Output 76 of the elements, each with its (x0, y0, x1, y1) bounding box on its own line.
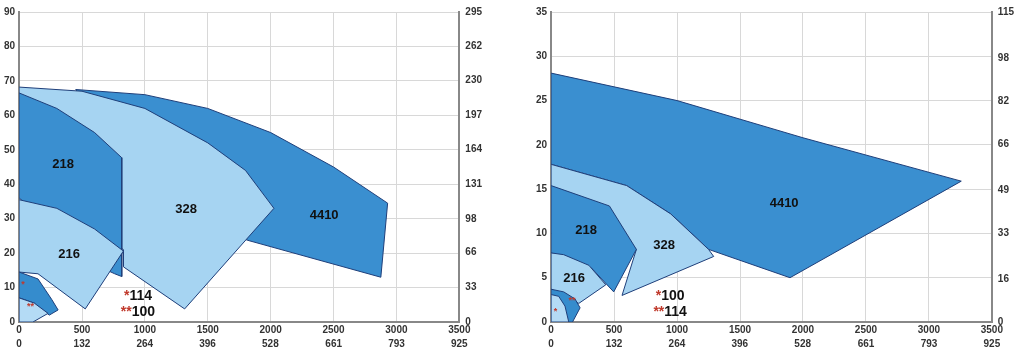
y-tick-label: 20 (536, 138, 548, 150)
series-label: 218 (52, 155, 74, 171)
y-tick-label: 25 (536, 94, 548, 106)
annotation: *114 (123, 286, 153, 303)
x-tick-label: 2500 (854, 323, 878, 335)
series-label: 4410 (769, 194, 799, 210)
series-label: 218 (575, 221, 597, 237)
y-tick-label: 90 (4, 5, 16, 17)
y-tick-label: 40 (4, 177, 16, 189)
x2-tick-label: 132 (605, 337, 623, 349)
y2-tick-label: 16 (997, 272, 1010, 284)
x2-tick-label: 264 (668, 337, 686, 349)
y-tick-label: 0 (9, 315, 16, 327)
x2-tick-label: 396 (731, 337, 749, 349)
x-tick-label: 1000 (665, 323, 689, 335)
annotation: * (21, 278, 26, 289)
x2-tick-label: 925 (983, 337, 1001, 349)
x2-tick-label: 661 (857, 337, 875, 349)
y2-tick-label: 98 (997, 51, 1010, 63)
y-tick-label: 30 (536, 50, 548, 62)
series-label: 216 (58, 245, 80, 261)
y-tick-label: 20 (4, 246, 16, 258)
y2-tick-label: 82 (997, 94, 1010, 106)
x2-tick-label: 793 (388, 337, 406, 349)
x2-tick-label: 264 (136, 337, 154, 349)
annotation: *100 (655, 286, 685, 303)
x2-tick-label: 793 (920, 337, 938, 349)
y-tick-label: 30 (4, 212, 16, 224)
x2-tick-label: 396 (199, 337, 217, 349)
x2-tick-label: 661 (325, 337, 343, 349)
x-tick-label: 3000 (385, 323, 408, 335)
y2-tick-label: 33 (465, 281, 477, 293)
x-tick-label: 500 (73, 323, 91, 335)
annotation: **100 (120, 302, 156, 319)
y2-tick-label: 164 (465, 143, 483, 155)
x-tick-label: 500 (605, 323, 623, 335)
y2-tick-label: 66 (997, 137, 1010, 149)
series-label: 216 (563, 269, 585, 285)
annotation: ** (568, 295, 576, 306)
y-tick-label: 50 (4, 143, 16, 155)
y2-tick-label: 115 (997, 5, 1015, 17)
y2-tick-label: 33 (997, 226, 1010, 238)
y2-tick-label: 98 (465, 212, 477, 224)
y-tick-label: 10 (536, 227, 548, 239)
y-tick-label: 0 (541, 315, 548, 327)
annotation: **114 (653, 302, 688, 319)
y2-tick-label: 131 (465, 178, 483, 190)
series-label: 328 (175, 200, 197, 216)
y2-tick-label: 295 (465, 5, 483, 17)
x-tick-label: 2500 (322, 323, 346, 335)
x-tick-label: 2000 (791, 323, 815, 335)
x-tick-label: 1500 (196, 323, 220, 335)
x2-tick-label: 925 (450, 337, 469, 349)
x-tick-label: 3000 (917, 323, 941, 335)
y-tick-label: 5 (541, 271, 548, 283)
x2-tick-label: 528 (794, 337, 812, 349)
y2-tick-label: 49 (997, 183, 1010, 195)
y2-tick-label: 66 (465, 246, 477, 258)
y-tick-label: 80 (4, 40, 16, 52)
annotation: ** (26, 300, 35, 311)
y-tick-label: 35 (536, 5, 548, 17)
annotation: * (553, 305, 558, 316)
series-label: 4410 (309, 206, 339, 222)
y2-tick-label: 230 (465, 74, 483, 86)
series-label: 328 (653, 236, 675, 252)
x-tick-label: 1000 (133, 323, 157, 335)
y-tick-label: 15 (536, 182, 548, 194)
y-tick-label: 10 (4, 281, 16, 293)
x-tick-label: 1500 (728, 323, 752, 335)
y-tick-label: 70 (4, 74, 16, 86)
x2-tick-label: 132 (73, 337, 91, 349)
y-tick-label: 60 (4, 109, 16, 121)
y2-tick-label: 197 (465, 108, 483, 120)
x2-tick-label: 528 (262, 337, 280, 349)
y2-tick-label: 262 (465, 40, 483, 52)
x-tick-label: 2000 (259, 323, 283, 335)
